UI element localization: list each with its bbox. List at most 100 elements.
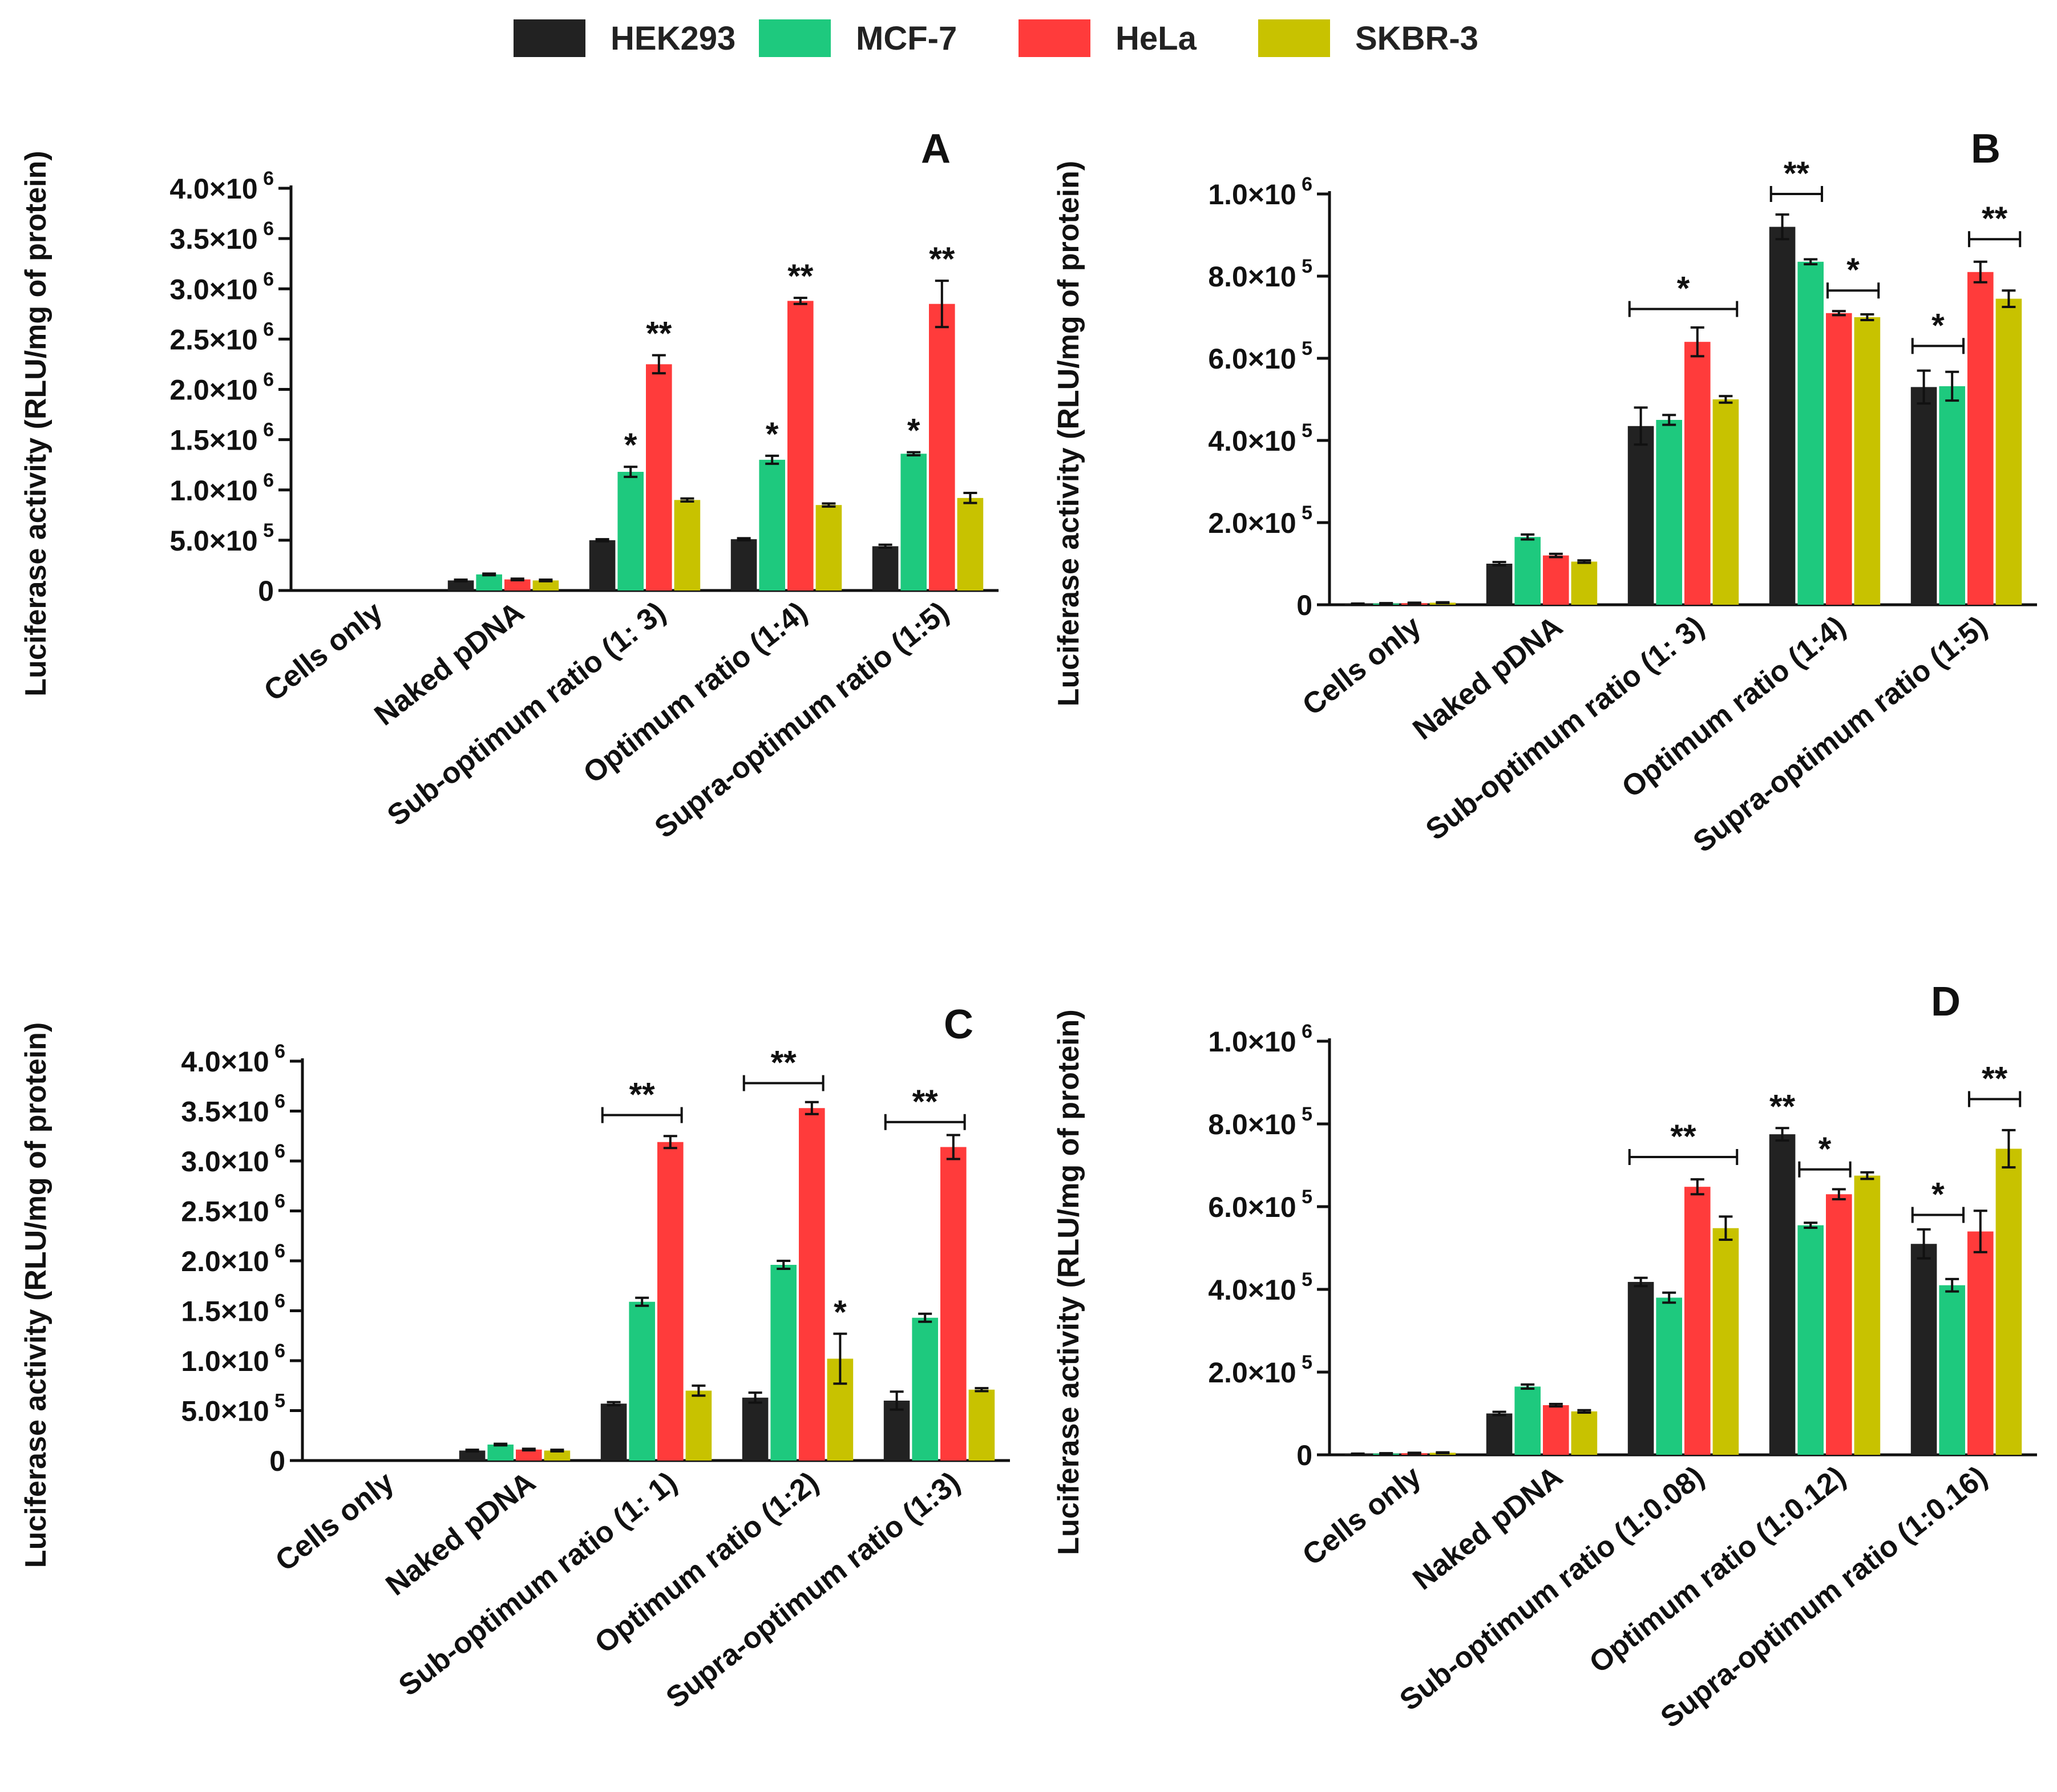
chart-c-xtick-label-2: Sub-optimum ratio (1: 1) bbox=[393, 1466, 683, 1703]
chart-b-errorbar-hek293-4 bbox=[1917, 369, 1931, 405]
chart-a-errorbar-skbr-3-2 bbox=[680, 497, 694, 503]
chart-a-annotation-5: ** bbox=[929, 241, 955, 278]
chart-a-errorbar-hela-2 bbox=[652, 354, 666, 375]
legend-item-skbr3: SKBR-3 bbox=[1258, 13, 1478, 64]
chart-d-errorbar-hek293-2 bbox=[1634, 1276, 1648, 1288]
chart-b-xtick-label-4: Supra-optimum ratio (1:5) bbox=[1687, 610, 1994, 859]
chart-a-errorbar-hek293-1 bbox=[454, 578, 468, 582]
chart-a-ytick-label: 3.5×10 6 bbox=[169, 218, 274, 255]
chart-b-errorbar-mcf-7-4 bbox=[1945, 370, 1959, 402]
chart-a-annotation-2: * bbox=[766, 416, 779, 453]
chart-b-bar-mcf-7-2 bbox=[1656, 420, 1682, 605]
chart-b-bracket-3 bbox=[1911, 338, 1965, 354]
chart-d-bracket-3 bbox=[1967, 1091, 2022, 1107]
chart-a-bar-hela-4 bbox=[929, 304, 955, 590]
chart-c-bar-hek293-1 bbox=[459, 1450, 486, 1461]
legend-swatch-skbr3 bbox=[1258, 19, 1330, 57]
chart-d-bar-mcf-7-2 bbox=[1656, 1297, 1682, 1455]
chart-b-bracket-1 bbox=[1769, 186, 1824, 202]
chart-a-title: A bbox=[921, 126, 951, 172]
chart-a-ytick-label: 5.0×10 5 bbox=[169, 520, 274, 557]
chart-c-bar-hek293-3 bbox=[742, 1397, 769, 1461]
chart-a-bar-hela-1 bbox=[504, 579, 531, 590]
chart-d-ytick-label: 6.0×10 5 bbox=[1208, 1186, 1312, 1223]
chart-b-title: B bbox=[1971, 126, 2001, 172]
chart-a-xtick-label-0: Cells only bbox=[258, 596, 389, 708]
chart-b-errorbar-hek293-2 bbox=[1634, 406, 1648, 446]
chart-c-ytick-label: 1.5×10 6 bbox=[181, 1291, 285, 1328]
chart-c-bar-hela-1 bbox=[516, 1449, 542, 1461]
chart-a-bar-hek293-3 bbox=[730, 539, 757, 590]
chart-d-bar-hek293-2 bbox=[1627, 1281, 1654, 1455]
chart-c-errorbar-mcf-7-4 bbox=[918, 1312, 932, 1323]
chart-b-bar-hek293-1 bbox=[1486, 564, 1513, 605]
chart-c-bar-mcf-7-1 bbox=[487, 1445, 514, 1461]
chart-b-xtick-label-0: Cells only bbox=[1296, 610, 1427, 722]
chart-a-ytick-label: 0 bbox=[258, 575, 274, 607]
chart-d-bar-hek293-3 bbox=[1769, 1134, 1796, 1455]
chart-c-ytick-label: 2.0×10 6 bbox=[181, 1240, 285, 1277]
chart-b-ytick-label: 0 bbox=[1296, 589, 1312, 621]
chart-d-ytick-label: 8.0×10 5 bbox=[1208, 1103, 1312, 1140]
chart-a-errorbar-hek293-3 bbox=[737, 537, 751, 541]
chart-c-bracket-0 bbox=[601, 1107, 683, 1123]
chart-panel-d: D Luciferase activity (RLU/mg of protein)… bbox=[1052, 979, 2037, 1734]
chart-d-ytick-label: 1.0×10 6 bbox=[1208, 1021, 1312, 1058]
chart-c-errorbar-hela-1 bbox=[522, 1447, 536, 1452]
chart-c-ytick-label: 4.0×10 6 bbox=[181, 1041, 285, 1078]
chart-b-bracket-0 bbox=[1628, 301, 1739, 317]
chart-a-annotation-1: ** bbox=[646, 315, 672, 353]
chart-b-bracket-label-4: ** bbox=[1982, 200, 2008, 237]
chart-b-xtick-label-2: Sub-optimum ratio (1: 3) bbox=[1420, 610, 1710, 847]
chart-d-ytick-label: 2.0×10 5 bbox=[1208, 1352, 1312, 1389]
legend-swatch-hela bbox=[1019, 19, 1090, 57]
chart-b-ylabel: Luciferase activity (RLU/mg of protein) bbox=[1052, 161, 1085, 706]
chart-c-xtick-label-4: Supra-optimum ratio (1:3) bbox=[660, 1466, 967, 1715]
chart-c-ytick-label: 0 bbox=[269, 1445, 285, 1477]
chart-a-errorbar-mcf-7-3 bbox=[765, 454, 779, 465]
chart-b-bar-hela-4 bbox=[1967, 272, 1994, 605]
chart-d-errorbar-mcf-7-4 bbox=[1945, 1277, 1959, 1293]
chart-b-bar-hela-3 bbox=[1826, 313, 1852, 605]
chart-a-errorbar-mcf-7-4 bbox=[907, 451, 921, 456]
chart-a-bar-hek293-2 bbox=[589, 540, 616, 590]
chart-c-bar-skbr-3-2 bbox=[685, 1390, 712, 1461]
chart-c-errorbar-hek293-1 bbox=[465, 1449, 479, 1453]
chart-c-xtick-label-3: Optimum ratio (1:2) bbox=[589, 1466, 825, 1660]
chart-a-ytick-label: 2.5×10 6 bbox=[169, 318, 274, 355]
chart-a-annotation-0: * bbox=[624, 427, 637, 464]
chart-b-bar-skbr-3-4 bbox=[1995, 298, 2022, 605]
chart-c-errorbar-mcf-7-1 bbox=[494, 1442, 508, 1447]
chart-d-bracket-0 bbox=[1628, 1149, 1739, 1165]
chart-a-bar-skbr-3-3 bbox=[815, 505, 842, 590]
legend-item-hek293: HEK293 bbox=[514, 13, 735, 64]
chart-a-annotation-3: ** bbox=[787, 258, 814, 295]
chart-a-ytick-label: 2.0×10 6 bbox=[169, 369, 274, 406]
chart-d-errorbar-hela-3 bbox=[1832, 1188, 1846, 1200]
chart-b-errorbar-hela-4 bbox=[1973, 260, 1987, 284]
chart-panel-b: B Luciferase activity (RLU/mg of protein)… bbox=[1052, 126, 2037, 859]
chart-a-bar-mcf-7-1 bbox=[476, 574, 502, 590]
chart-b-bar-mcf-7-4 bbox=[1939, 386, 1965, 605]
chart-b-bar-mcf-7-1 bbox=[1514, 537, 1541, 605]
chart-c-bracket-label-1: ** bbox=[771, 1045, 797, 1082]
chart-a-errorbar-skbr-3-1 bbox=[539, 578, 553, 582]
chart-a-errorbar-hela-3 bbox=[793, 297, 807, 305]
chart-c-errorbar-mcf-7-2 bbox=[635, 1296, 649, 1307]
chart-d-bracket-label-2: * bbox=[1931, 1176, 1945, 1213]
chart-b-ytick-label: 2.0×10 5 bbox=[1208, 502, 1312, 539]
chart-d-bracket-label-3: ** bbox=[1982, 1061, 2008, 1098]
chart-b-bracket-label-1: ** bbox=[1784, 155, 1810, 192]
chart-a-bar-hela-2 bbox=[646, 364, 672, 590]
chart-c-errorbar-skbr-3-4 bbox=[975, 1387, 989, 1393]
chart-d-bracket-1 bbox=[1798, 1161, 1852, 1178]
chart-b-errorbar-skbr-3-1 bbox=[1577, 559, 1591, 564]
chart-d-errorbar-mcf-7-0 bbox=[1379, 1452, 1393, 1455]
legend-item-mcf7: MCF-7 bbox=[759, 13, 957, 64]
chart-a-errorbar-hek293-4 bbox=[878, 543, 892, 549]
chart-b-ytick-label: 1.0×10 6 bbox=[1208, 173, 1312, 211]
legend: HEK293 MCF-7 HeLa SKBR-3 bbox=[0, 0, 2057, 74]
chart-b-errorbar-skbr-3-3 bbox=[1860, 313, 1874, 322]
chart-c-bar-hela-2 bbox=[657, 1142, 684, 1461]
chart-c-errorbar-hek293-2 bbox=[607, 1401, 621, 1406]
